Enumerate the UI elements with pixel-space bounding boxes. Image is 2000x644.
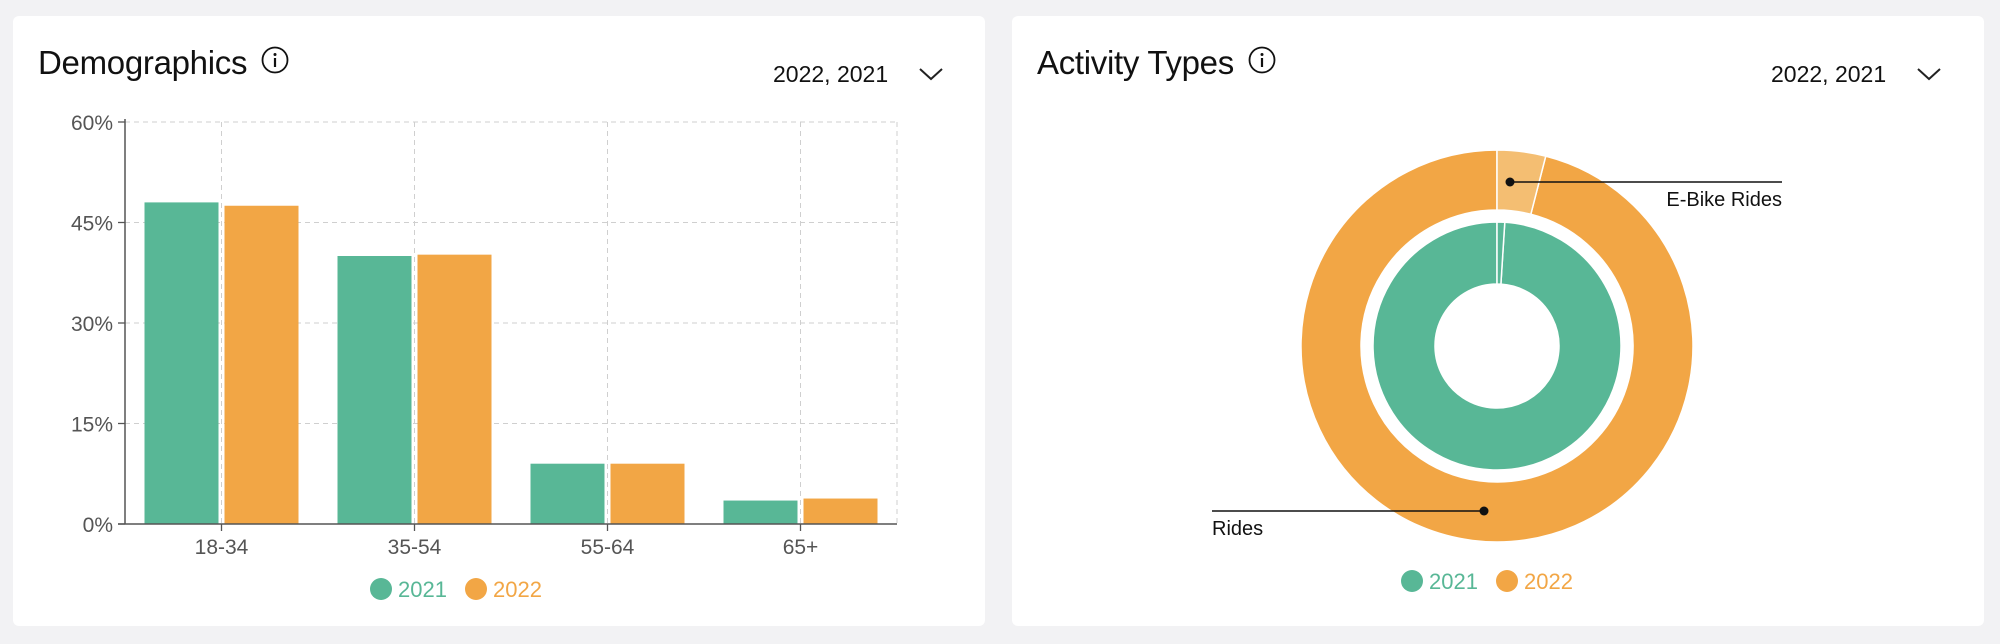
slice-2022-rides (1300, 149, 1694, 543)
bar-2021-55-64 (530, 463, 605, 524)
slice-2021-rides (1372, 221, 1622, 471)
demographics-card: Demographics 2022, 2021 0% 15% 30% 45% 60% 18… (13, 16, 985, 626)
annotation-label-e-bike-rides: E-Bike Rides (1666, 189, 1782, 211)
y-tick-label: 15% (71, 414, 113, 437)
bar-2022-35-54 (417, 254, 492, 524)
chevron-down-icon (1917, 68, 1941, 81)
activity-year-filter[interactable]: 2022, 2021 (1771, 56, 1942, 92)
x-tick-label: 65+ (783, 536, 819, 559)
info-icon[interactable] (261, 46, 289, 74)
annotation-label-rides: Rides (1212, 518, 1263, 540)
y-tick-label: 45% (71, 213, 113, 236)
activity-title-row: Activity Types (1037, 44, 1276, 82)
legend-swatch-2022 (1496, 570, 1518, 592)
activity-title: Activity Types (1037, 44, 1234, 81)
legend-label-2022: 2022 (493, 577, 542, 602)
legend-swatch-2021 (1401, 570, 1423, 592)
y-tick-label: 0% (83, 514, 113, 537)
bar-2022-18-34 (224, 205, 299, 524)
bar-2021-65+ (723, 500, 798, 524)
chart-legend: 2021 2022 (1401, 569, 1573, 594)
chevron-down-icon (919, 68, 943, 81)
legend-label-2021: 2021 (398, 577, 447, 602)
activity-types-card: Activity Types 2022, 2021 E-Bike Rides Ri… (1012, 16, 1984, 626)
legend-swatch-2022 (465, 578, 487, 600)
legend-swatch-2021 (370, 578, 392, 600)
slice-annotations: E-Bike Rides Rides (1212, 177, 1782, 540)
legend-label-2021: 2021 (1429, 569, 1478, 594)
bar-2022-65+ (803, 498, 878, 524)
bar-2022-55-64 (610, 463, 685, 524)
demographics-title: Demographics (38, 44, 248, 81)
filter-value: 2022, 2021 (1771, 60, 1887, 87)
y-tick-label: 30% (71, 313, 113, 336)
filter-value: 2022, 2021 (773, 60, 889, 87)
y-tick-label: 60% (71, 112, 113, 135)
legend-label-2022: 2022 (1524, 569, 1573, 594)
bar-2021-18-34 (144, 202, 219, 524)
x-tick-label: 18-34 (195, 536, 249, 559)
info-icon[interactable] (1248, 46, 1276, 74)
chart-legend: 2021 2022 (370, 577, 542, 602)
bar-2021-35-54 (337, 256, 412, 524)
activity-donut-chart: E-Bike Rides Rides 2021 2022 (1212, 149, 1782, 594)
demographics-bar-chart: 0% 15% 30% 45% 60% 18-34 35-54 55-64 65+ 2021 2022 (71, 112, 898, 602)
demographics-year-filter[interactable]: 2022, 2021 (773, 56, 944, 92)
demographics-title-row: Demographics (38, 44, 289, 82)
x-tick-label: 55-64 (581, 536, 635, 559)
slice-2021-e-bike-rides (1496, 221, 1506, 285)
x-tick-label: 35-54 (388, 536, 442, 559)
